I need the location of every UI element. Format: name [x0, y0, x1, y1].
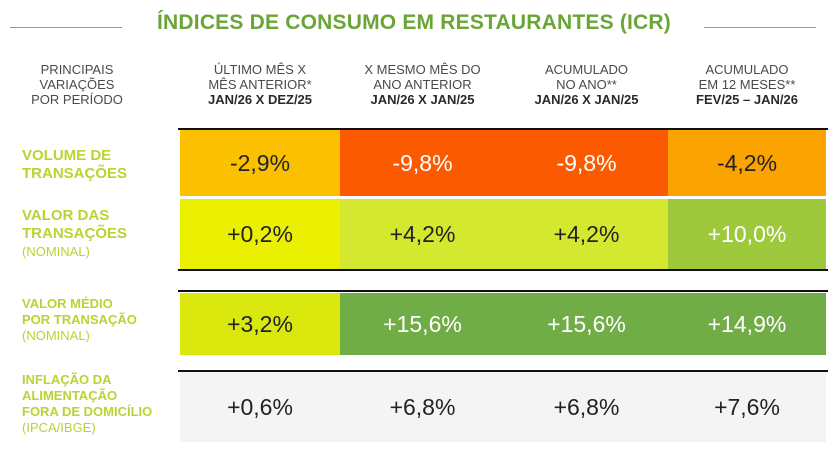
row-label-line: TRANSAÇÕES — [22, 225, 128, 242]
row-label-line: INFLAÇÃO DA — [22, 372, 112, 387]
chart-title: ÍNDICES DE CONSUMO EM RESTAURANTES (ICR) — [157, 11, 671, 34]
row-divider — [178, 128, 828, 130]
column-header-line-1: ACUMULADO — [544, 62, 629, 77]
row-label-line: TRANSAÇÕES — [22, 165, 128, 182]
column-header-3: ACUMULADO NO ANO** JAN/26 X JAN/25 — [505, 62, 668, 107]
value-cell-r4-c1: +0,6% — [180, 372, 340, 442]
column-header-line-1: ACUMULADO — [705, 62, 789, 77]
row-label-sub: (NOMINAL) — [22, 328, 90, 343]
column-header-period: JAN/26 X JAN/25 — [370, 92, 475, 107]
corner-header-line-2: VARIAÇÕES — [39, 77, 115, 92]
column-header-line-2: ANO ANTERIOR — [373, 77, 472, 92]
row-label-3: VALOR MÉDIO POR TRANSAÇÃO (NOMINAL) — [22, 296, 137, 344]
title-row: ÍNDICES DE CONSUMO EM RESTAURANTES (ICR) — [0, 8, 828, 38]
row-label-line: VOLUME DE — [22, 147, 112, 164]
row-label-line: FORA DE DOMICÍLIO — [22, 404, 153, 419]
value-cell-r1-c2: -9,8% — [340, 130, 505, 196]
corner-header: PRINCIPAIS VARIAÇÕES POR PERÍODO — [22, 62, 132, 107]
value-cell-r2-c4: +10,0% — [668, 199, 826, 269]
row-label-line: ALIMENTAÇÃO — [22, 388, 118, 403]
column-header-4: ACUMULADO EM 12 MESES** FEV/25 – JAN/26 — [668, 62, 826, 107]
row-label-4: INFLAÇÃO DA ALIMENTAÇÃO FORA DE DOMICÍLIO(… — [22, 372, 152, 436]
column-header-2: X MESMO MÊS DO ANO ANTERIOR JAN/26 X JAN/2… — [340, 62, 505, 107]
row-label-1: VOLUME DE TRANSAÇÕES — [22, 147, 127, 183]
value-cell-r2-c3: +4,2% — [505, 199, 668, 269]
column-header-line-1: ÚLTIMO MÊS X — [213, 62, 307, 77]
value-cell-r3-c1: +3,2% — [180, 293, 340, 355]
corner-header-line-1: PRINCIPAIS — [40, 62, 114, 77]
column-header-1: ÚLTIMO MÊS X MÊS ANTERIOR* JAN/26 X DEZ/25 — [180, 62, 340, 107]
row-label-line: VALOR DAS — [22, 207, 110, 224]
column-header-line-1: X MESMO MÊS DO — [364, 62, 481, 77]
row-label-sub: (NOMINAL) — [22, 244, 90, 259]
row-divider — [178, 290, 828, 292]
value-cell-r3-c3: +15,6% — [505, 293, 668, 355]
column-header-line-2: MÊS ANTERIOR* — [208, 77, 312, 92]
value-cell-r1-c1: -2,9% — [180, 130, 340, 196]
value-cell-r1-c4: -4,2% — [668, 130, 826, 196]
column-header-line-2: NO ANO** — [556, 77, 617, 92]
column-header-line-2: EM 12 MESES** — [698, 77, 796, 92]
row-divider — [178, 269, 828, 271]
value-cell-r2-c2: +4,2% — [340, 199, 505, 269]
value-cell-r2-c1: +0,2% — [180, 199, 340, 269]
row-divider — [178, 370, 828, 372]
title-rule-right — [704, 27, 816, 28]
value-cell-r1-c3: -9,8% — [505, 130, 668, 196]
corner-header-line-3: POR PERÍODO — [31, 92, 123, 107]
value-cell-r3-c2: +15,6% — [340, 293, 505, 355]
title-rule-left — [10, 27, 122, 28]
row-label-line: POR TRANSAÇÃO — [22, 312, 137, 327]
value-cell-r4-c3: +6,8% — [505, 372, 668, 442]
row-label-2: VALOR DAS TRANSAÇÕES (NOMINAL) — [22, 207, 127, 261]
value-cell-r4-c4: +7,6% — [668, 372, 826, 442]
column-header-period: JAN/26 X JAN/25 — [534, 92, 639, 107]
column-header-period: FEV/25 – JAN/26 — [696, 92, 798, 107]
column-header-period: JAN/26 X DEZ/25 — [207, 92, 313, 107]
value-cell-r4-c2: +6,8% — [340, 372, 505, 442]
value-cell-r3-c4: +14,9% — [668, 293, 826, 355]
row-label-sub: (IPCA/IBGE) — [22, 420, 96, 435]
row-label-line: VALOR MÉDIO — [22, 296, 113, 311]
